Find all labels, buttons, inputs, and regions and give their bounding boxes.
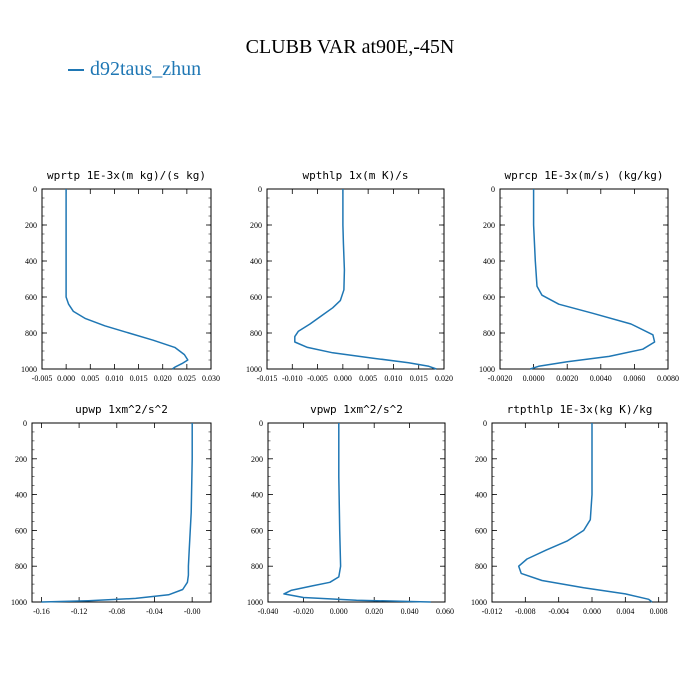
panel-4-ytick-label: 800 [15, 562, 27, 571]
panel-2-series-line [294, 189, 437, 370]
panel-6-ytick-label: 1000 [471, 598, 487, 607]
panel-4-ytick-label: 1000 [11, 598, 27, 607]
panel-1-xtick-label: 0.020 [154, 374, 172, 383]
panel-4-ytick-label: 600 [15, 526, 27, 535]
panel-2-ytick-label: 200 [250, 221, 262, 230]
panel-6-xtick-label: -0.008 [515, 607, 536, 616]
panel-5-ytick-label: 0 [259, 419, 263, 428]
panel-5-xtick-label: -0.020 [293, 607, 314, 616]
panel-5-ytick-label: 600 [251, 526, 263, 535]
panel-1-series-line [65, 189, 189, 370]
panel-5-xtick-label: 0.020 [365, 607, 383, 616]
panel-1-ytick-label: 0 [33, 185, 37, 194]
panel-4-xtick-label: -0.12 [71, 607, 88, 616]
panel-5-title: vpwp 1xm^2/s^2 [310, 403, 403, 416]
panel-1-xtick-label: 0.000 [57, 374, 75, 383]
panel-2-ytick-label: 1000 [246, 365, 262, 374]
panel-1-xtick-label: 0.005 [81, 374, 99, 383]
panel-6-frame [491, 422, 668, 603]
panel-4-title: upwp 1xm^2/s^2 [75, 403, 168, 416]
panel-5-frame [267, 422, 446, 603]
panel-1-xtick-label: -0.005 [32, 374, 53, 383]
panel-5-xtick-label: -0.040 [258, 607, 279, 616]
panel-3-ytick-label: 400 [483, 257, 495, 266]
panel-6-xtick-label: 0.004 [616, 607, 634, 616]
panel-4-series-line [41, 423, 193, 603]
panel-3-xtick-label: -0.0020 [488, 374, 513, 383]
panel-6-ytick-label: 200 [475, 455, 487, 464]
panel-3-ytick-label: 600 [483, 293, 495, 302]
panel-3-series-line [529, 189, 656, 370]
panel-2-xtick-label: -0.005 [307, 374, 328, 383]
legend: d92taus_zhun [68, 58, 201, 81]
panel-3-xtick-label: 0.0000 [523, 374, 545, 383]
legend-label: d92taus_zhun [90, 58, 202, 80]
panel-3-ytick-label: 800 [483, 329, 495, 338]
panel-2-ytick-label: 0 [258, 185, 262, 194]
panel-1-frame [41, 188, 212, 370]
panel-4-xtick-label: -0.08 [108, 607, 125, 616]
panel-6-ytick-label: 400 [475, 491, 487, 500]
panel-2-xtick-label: -0.015 [257, 374, 278, 383]
panel-2-ytick-label: 400 [250, 257, 262, 266]
panel-5-ytick-label: 800 [251, 562, 263, 571]
panel-1-ytick-label: 400 [25, 257, 37, 266]
panel-1-xtick-label: 0.025 [178, 374, 196, 383]
legend-line-swatch [68, 68, 84, 71]
panel-2-ytick-label: 800 [250, 329, 262, 338]
panel-1-xtick-label: 0.030 [202, 374, 220, 383]
panel-1-ytick-label: 800 [25, 329, 37, 338]
panel-2-xtick-label: 0.005 [359, 374, 377, 383]
panel-5-xtick-label: 0.060 [436, 607, 454, 616]
panel-6-title: rtpthlp 1E-3x(kg K)/kg [507, 403, 653, 416]
panel-4-ytick-label: 400 [15, 491, 27, 500]
panel-1-ytick-label: 1000 [21, 365, 37, 374]
panel-2-xtick-label: 0.000 [334, 374, 352, 383]
panel-2-xtick-label: 0.010 [384, 374, 402, 383]
panel-2-ytick-label: 600 [250, 293, 262, 302]
panel-5-ytick-label: 1000 [247, 598, 263, 607]
panel-2-xtick-label: 0.015 [410, 374, 428, 383]
panel-6-xtick-label: 0.000 [583, 607, 601, 616]
panel-6-xtick-label: 0.008 [650, 607, 668, 616]
panel-5-ytick-label: 200 [251, 455, 263, 464]
panel-6-ytick-label: 600 [475, 526, 487, 535]
figure-title: CLUBB VAR at90E,-45N [245, 36, 455, 58]
panel-3-ytick-label: 0 [491, 185, 495, 194]
panel-5-ytick-label: 400 [251, 491, 263, 500]
panel-2-xtick-label: 0.020 [435, 374, 453, 383]
panel-1-xtick-label: 0.015 [130, 374, 148, 383]
panel-5-series-line [283, 423, 431, 603]
panel-3-frame [499, 188, 669, 370]
panel-6-series-line [517, 423, 653, 603]
panel-3-ytick-label: 1000 [479, 365, 495, 374]
panel-3-xtick-label: 0.0080 [657, 374, 679, 383]
panel-4-frame [31, 422, 212, 603]
panel-1-title: wprtp 1E-3x(m kg)/(s kg) [47, 169, 206, 182]
panel-3-xtick-label: 0.0020 [556, 374, 578, 383]
panel-6-xtick-label: -0.004 [548, 607, 569, 616]
panel-4-ytick-label: 0 [23, 419, 27, 428]
panel-1-xtick-label: 0.010 [105, 374, 123, 383]
panel-3-ytick-label: 200 [483, 221, 495, 230]
panel-4-xtick-label: -0.04 [146, 607, 163, 616]
panel-1-ytick-label: 600 [25, 293, 37, 302]
panel-2-title: wpthlp 1x(m K)/s [303, 169, 409, 182]
panel-6-ytick-label: 800 [475, 562, 487, 571]
panel-4-xtick-label: -0.16 [33, 607, 50, 616]
panel-6-xtick-label: -0.012 [482, 607, 503, 616]
panel-5-xtick-label: 0.040 [401, 607, 419, 616]
panel-2-xtick-label: -0.010 [282, 374, 303, 383]
panel-3-xtick-label: 0.0040 [590, 374, 612, 383]
panel-2-frame [266, 188, 445, 370]
panel-6-ytick-label: 0 [483, 419, 487, 428]
panel-1-ytick-label: 200 [25, 221, 37, 230]
panel-4-xtick-label: -0.00 [184, 607, 201, 616]
panel-4-ytick-label: 200 [15, 455, 27, 464]
panel-3-title: wprcp 1E-3x(m/s) (kg/kg) [505, 169, 664, 182]
panel-3-xtick-label: 0.0060 [623, 374, 645, 383]
panel-5-xtick-label: 0.000 [330, 607, 348, 616]
